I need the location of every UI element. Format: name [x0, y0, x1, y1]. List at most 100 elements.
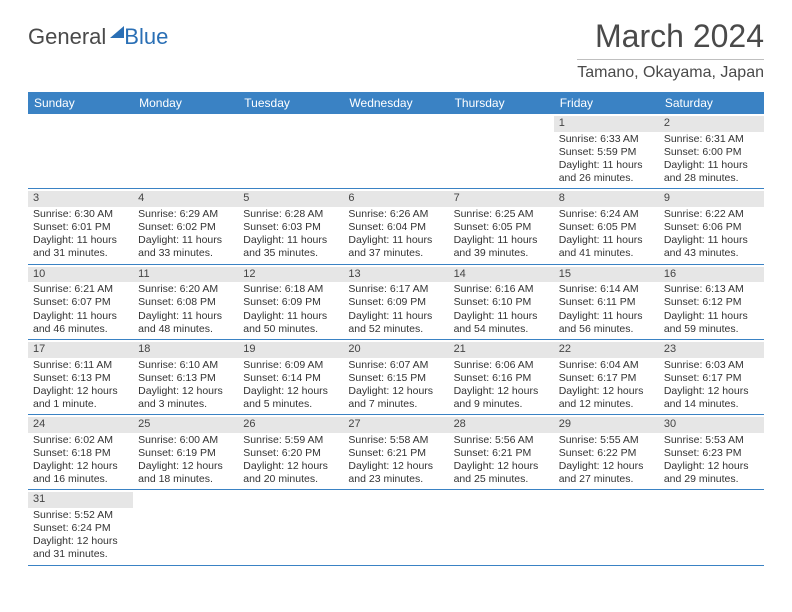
day-header: Sunday — [28, 92, 133, 114]
empty-cell — [238, 114, 343, 188]
day-cell: 12Sunrise: 6:18 AMSunset: 6:09 PMDayligh… — [238, 265, 343, 339]
daylight-text: Daylight: 12 hours and 23 minutes. — [348, 460, 443, 486]
sunset-text: Sunset: 5:59 PM — [559, 146, 654, 159]
day-cell: 15Sunrise: 6:14 AMSunset: 6:11 PMDayligh… — [554, 265, 659, 339]
day-number: 14 — [449, 267, 554, 283]
day-cell: 27Sunrise: 5:58 AMSunset: 6:21 PMDayligh… — [343, 415, 448, 489]
sunset-text: Sunset: 6:19 PM — [138, 447, 233, 460]
day-number: 29 — [554, 417, 659, 433]
day-cell: 2Sunrise: 6:31 AMSunset: 6:00 PMDaylight… — [659, 114, 764, 188]
day-cell: 19Sunrise: 6:09 AMSunset: 6:14 PMDayligh… — [238, 340, 343, 414]
day-cell: 14Sunrise: 6:16 AMSunset: 6:10 PMDayligh… — [449, 265, 554, 339]
sunset-text: Sunset: 6:13 PM — [138, 372, 233, 385]
calendar-page: General Blue March 2024 Tamano, Okayama,… — [0, 0, 792, 584]
sunrise-text: Sunrise: 5:56 AM — [454, 434, 549, 447]
daylight-text: Daylight: 12 hours and 12 minutes. — [559, 385, 654, 411]
sunset-text: Sunset: 6:21 PM — [454, 447, 549, 460]
sunrise-text: Sunrise: 6:02 AM — [33, 434, 128, 447]
day-header: Wednesday — [343, 92, 448, 114]
daylight-text: Daylight: 12 hours and 20 minutes. — [243, 460, 338, 486]
week-row: 17Sunrise: 6:11 AMSunset: 6:13 PMDayligh… — [28, 340, 764, 415]
sunset-text: Sunset: 6:24 PM — [33, 522, 128, 535]
day-cell: 24Sunrise: 6:02 AMSunset: 6:18 PMDayligh… — [28, 415, 133, 489]
sunrise-text: Sunrise: 6:10 AM — [138, 359, 233, 372]
sunset-text: Sunset: 6:13 PM — [33, 372, 128, 385]
empty-cell — [238, 490, 343, 564]
sunset-text: Sunset: 6:05 PM — [559, 221, 654, 234]
day-number: 15 — [554, 267, 659, 283]
sunset-text: Sunset: 6:17 PM — [664, 372, 759, 385]
sunrise-text: Sunrise: 6:18 AM — [243, 283, 338, 296]
day-number: 11 — [133, 267, 238, 283]
header: General Blue March 2024 Tamano, Okayama,… — [28, 18, 764, 82]
sunset-text: Sunset: 6:02 PM — [138, 221, 233, 234]
day-number: 4 — [133, 191, 238, 207]
day-cell: 23Sunrise: 6:03 AMSunset: 6:17 PMDayligh… — [659, 340, 764, 414]
sunset-text: Sunset: 6:10 PM — [454, 296, 549, 309]
day-number: 8 — [554, 191, 659, 207]
sunrise-text: Sunrise: 5:59 AM — [243, 434, 338, 447]
empty-cell — [449, 114, 554, 188]
sunset-text: Sunset: 6:06 PM — [664, 221, 759, 234]
sunrise-text: Sunrise: 6:28 AM — [243, 208, 338, 221]
sunrise-text: Sunrise: 5:55 AM — [559, 434, 654, 447]
sunrise-text: Sunrise: 6:31 AM — [664, 133, 759, 146]
day-header: Tuesday — [238, 92, 343, 114]
week-row: 1Sunrise: 6:33 AMSunset: 5:59 PMDaylight… — [28, 114, 764, 189]
title-block: March 2024 Tamano, Okayama, Japan — [577, 18, 764, 82]
day-cell: 28Sunrise: 5:56 AMSunset: 6:21 PMDayligh… — [449, 415, 554, 489]
sunrise-text: Sunrise: 6:14 AM — [559, 283, 654, 296]
day-number: 31 — [28, 492, 133, 508]
sunrise-text: Sunrise: 6:21 AM — [33, 283, 128, 296]
empty-cell — [343, 490, 448, 564]
sunset-text: Sunset: 6:22 PM — [559, 447, 654, 460]
empty-cell — [343, 114, 448, 188]
daylight-text: Daylight: 11 hours and 35 minutes. — [243, 234, 338, 260]
day-cell: 26Sunrise: 5:59 AMSunset: 6:20 PMDayligh… — [238, 415, 343, 489]
sunset-text: Sunset: 6:09 PM — [348, 296, 443, 309]
day-number: 16 — [659, 267, 764, 283]
sunrise-text: Sunrise: 6:25 AM — [454, 208, 549, 221]
week-row: 10Sunrise: 6:21 AMSunset: 6:07 PMDayligh… — [28, 265, 764, 340]
sunrise-text: Sunrise: 6:29 AM — [138, 208, 233, 221]
daylight-text: Daylight: 11 hours and 54 minutes. — [454, 310, 549, 336]
sunset-text: Sunset: 6:14 PM — [243, 372, 338, 385]
day-cell: 5Sunrise: 6:28 AMSunset: 6:03 PMDaylight… — [238, 189, 343, 263]
logo-triangle-icon — [110, 26, 124, 38]
day-number: 12 — [238, 267, 343, 283]
daylight-text: Daylight: 11 hours and 48 minutes. — [138, 310, 233, 336]
day-cell: 22Sunrise: 6:04 AMSunset: 6:17 PMDayligh… — [554, 340, 659, 414]
sunset-text: Sunset: 6:07 PM — [33, 296, 128, 309]
daylight-text: Daylight: 12 hours and 5 minutes. — [243, 385, 338, 411]
day-number: 1 — [554, 116, 659, 132]
sunrise-text: Sunrise: 6:30 AM — [33, 208, 128, 221]
daylight-text: Daylight: 11 hours and 41 minutes. — [559, 234, 654, 260]
sunset-text: Sunset: 6:15 PM — [348, 372, 443, 385]
empty-cell — [133, 490, 238, 564]
daylight-text: Daylight: 12 hours and 9 minutes. — [454, 385, 549, 411]
day-cell: 31Sunrise: 5:52 AMSunset: 6:24 PMDayligh… — [28, 490, 133, 564]
day-cell: 29Sunrise: 5:55 AMSunset: 6:22 PMDayligh… — [554, 415, 659, 489]
day-number: 18 — [133, 342, 238, 358]
day-cell: 8Sunrise: 6:24 AMSunset: 6:05 PMDaylight… — [554, 189, 659, 263]
daylight-text: Daylight: 12 hours and 14 minutes. — [664, 385, 759, 411]
sunrise-text: Sunrise: 6:06 AM — [454, 359, 549, 372]
sunset-text: Sunset: 6:03 PM — [243, 221, 338, 234]
day-number: 20 — [343, 342, 448, 358]
daylight-text: Daylight: 12 hours and 16 minutes. — [33, 460, 128, 486]
daylight-text: Daylight: 12 hours and 29 minutes. — [664, 460, 759, 486]
sunrise-text: Sunrise: 6:04 AM — [559, 359, 654, 372]
sunrise-text: Sunrise: 6:07 AM — [348, 359, 443, 372]
daylight-text: Daylight: 12 hours and 7 minutes. — [348, 385, 443, 411]
day-number: 30 — [659, 417, 764, 433]
logo-text-general: General — [28, 24, 106, 50]
day-number: 27 — [343, 417, 448, 433]
day-cell: 7Sunrise: 6:25 AMSunset: 6:05 PMDaylight… — [449, 189, 554, 263]
day-number: 9 — [659, 191, 764, 207]
daylight-text: Daylight: 12 hours and 31 minutes. — [33, 535, 128, 561]
day-cell: 13Sunrise: 6:17 AMSunset: 6:09 PMDayligh… — [343, 265, 448, 339]
day-cell: 17Sunrise: 6:11 AMSunset: 6:13 PMDayligh… — [28, 340, 133, 414]
day-cell: 25Sunrise: 6:00 AMSunset: 6:19 PMDayligh… — [133, 415, 238, 489]
daylight-text: Daylight: 11 hours and 56 minutes. — [559, 310, 654, 336]
day-header-row: SundayMondayTuesdayWednesdayThursdayFrid… — [28, 92, 764, 114]
